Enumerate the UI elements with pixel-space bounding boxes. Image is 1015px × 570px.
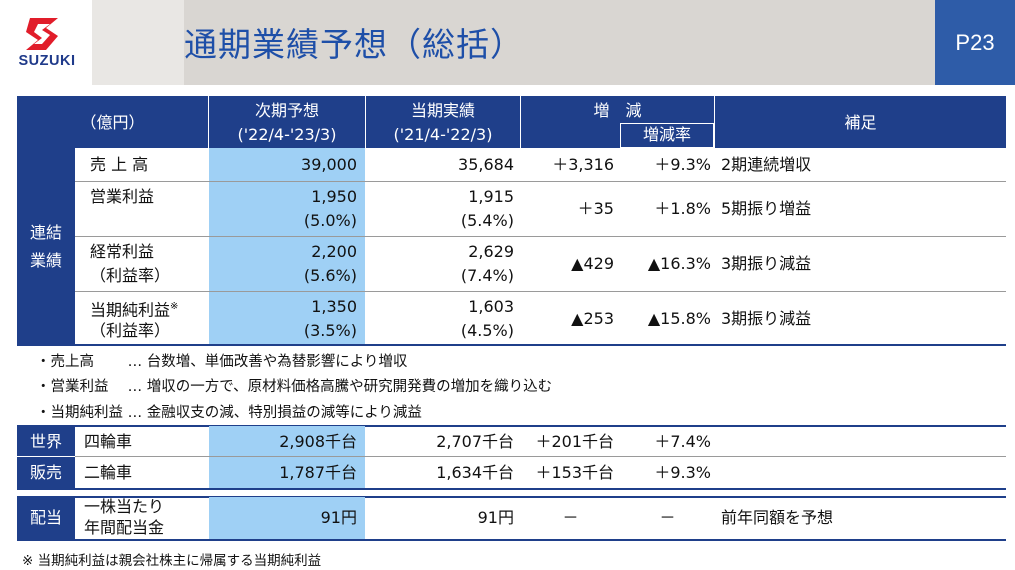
actual-margin: (5.4%) [460,211,514,230]
change-rate-value: － [659,508,676,527]
dividend-item-line2: 年間配当金 [84,518,165,537]
section-divider [17,539,1006,541]
change-value: ＋3,316 [552,155,614,174]
header-change-rate: 増減率 [642,125,691,144]
change-rate-header-box [620,123,714,148]
forecast-column-highlight [209,497,365,539]
change-rate-value: ＋1.8% [654,199,711,218]
title-bar [92,0,935,85]
actual-value: 35,684 [458,155,514,174]
section-divider [17,425,1006,427]
header-remarks: 補足 [844,113,877,132]
sales-row-label: 二輪車 [84,463,133,482]
table-header [17,96,1006,148]
actual-value: 91円 [477,508,514,527]
actual-value: 1,603 [468,297,514,316]
forecast-value: 39,000 [301,155,357,174]
actual-value: 2,707千台 [436,432,514,451]
remark-text: 3期振り減益 [721,254,812,273]
row-divider [75,236,1006,237]
row-label: 営業利益 [90,187,155,206]
section-divider [17,488,1006,490]
logo-text: SUZUKI [18,53,76,69]
global-sales-label-line1: 世界 [29,432,62,451]
actual-value: 1,915 [468,187,514,206]
header-actual: 当期実績 [410,101,475,120]
header-change: 増 減 [593,101,642,120]
header-divider [714,96,715,148]
forecast-margin: (5.6%) [303,266,357,285]
header-forecast-period: ('22/4-'23/3) [237,125,337,144]
change-rate-value: ▲15.8% [647,309,711,328]
remark-text: 3期振り減益 [721,309,812,328]
row-label-text: 当期純利益 [90,300,171,320]
header-actual-period: ('21/4-'22/3) [393,125,493,144]
remark-text: 2期連続増収 [721,155,812,174]
forecast-value: 1,350 [311,297,357,316]
page-number: P23 [935,0,1015,85]
footnote: ※ 当期純利益は親会社株主に帰属する当期純利益 [22,553,322,569]
change-rate-value: ＋9.3% [654,463,711,482]
actual-value: 2,629 [468,242,514,261]
sales-row-label: 四輪車 [84,432,133,451]
suzuki-s-logo-icon [26,18,58,50]
forecast-margin: (5.0%) [303,211,357,230]
change-value: ＋153千台 [535,463,614,482]
actual-margin: (7.4%) [460,266,514,285]
change-value: ▲429 [571,254,614,273]
forecast-value: 2,200 [311,242,357,261]
forecast-value: 1,950 [311,187,357,206]
row-label: 経常利益 [90,242,155,261]
header-forecast: 次期予想 [254,101,319,120]
row-divider [75,456,1006,457]
change-value: ＋201千台 [535,432,614,451]
label-divider [17,456,75,457]
change-value: ＋35 [577,199,614,218]
header-divider [520,96,521,148]
row-divider [75,291,1006,292]
global-sales-label-cell [17,426,75,488]
row-sublabel: （利益率） [90,321,171,340]
header-divider [208,96,209,148]
change-rate-value: ＋7.4% [654,432,711,451]
forecast-column-highlight [209,426,365,488]
consolidated-label-cell [17,148,75,344]
global-sales-label-line2: 販売 [29,463,62,482]
row-sublabel: （利益率） [90,266,171,285]
section-divider [17,344,1006,346]
actual-margin: (4.5%) [460,321,514,340]
remark-text: 前年同額を予想 [721,508,834,527]
change-rate-value: ▲16.3% [647,254,711,273]
dividend-item-line1: 一株当たり [84,497,165,516]
consolidated-label-line2: 業績 [29,251,62,270]
title-bar-accent [92,0,184,85]
note-item: ・営業利益 … 増収の一方で、原材料価格高騰や研究開発費の増加を織り込む [36,379,553,395]
dividend-label-cell [17,497,75,539]
forecast-value: 2,908千台 [279,432,357,451]
change-rate-value: ＋9.3% [654,155,711,174]
remark-text: 5期振り増益 [721,199,812,218]
header-divider [365,96,366,148]
note-item: ・売上高 … 台数増、単価改善や為替影響により増収 [36,354,408,370]
forecast-value: 91円 [320,508,357,527]
consolidated-label-line1: 連結 [29,223,62,242]
footnote-mark: ※ [170,301,179,312]
row-label: 売 上 高 [90,155,149,174]
change-value: － [562,508,579,527]
header-unit: （億円） [80,113,145,132]
note-item: ・当期純利益 … 金融収支の減、特別損益の減等により減益 [36,405,422,421]
actual-value: 1,634千台 [436,463,514,482]
forecast-column-highlight [209,148,365,344]
section-divider [17,496,1006,498]
forecast-margin: (3.5%) [303,321,357,340]
dividend-label: 配当 [29,508,62,527]
page-title: 通期業績予想（総括） [184,25,524,64]
row-divider [75,181,1006,182]
logo: SUZUKI [0,0,92,85]
row-label: 当期純利益※ [90,296,178,321]
forecast-value: 1,787千台 [279,463,357,482]
change-value: ▲253 [571,309,614,328]
